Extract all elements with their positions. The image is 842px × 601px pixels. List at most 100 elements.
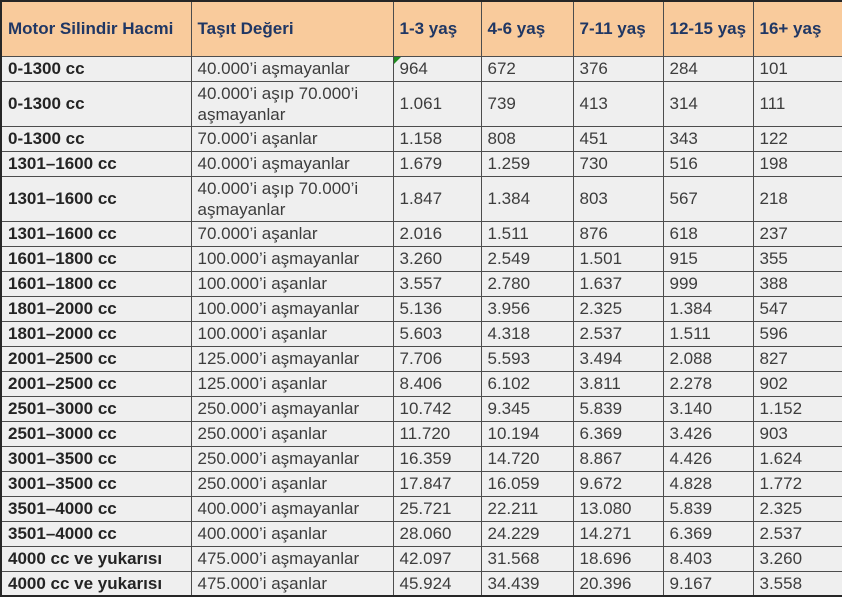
amount-cell: 1.061: [392, 80, 482, 127]
amount-cell: 6.102: [480, 370, 574, 397]
amount-cell: 451: [572, 125, 664, 152]
amount-cell: 1.501: [572, 245, 664, 272]
vehicle-value-cell: 400.000’i aşanlar: [190, 520, 394, 547]
vehicle-value-cell: 475.000’i aşmayanlar: [190, 545, 394, 572]
table-row: 3501–4000 cc 400.000’i aşanlar 28.060 24…: [0, 520, 842, 547]
amount-cell: 14.271: [572, 520, 664, 547]
column-header-age-12-15: 12-15 yaş: [662, 0, 754, 57]
table-row: 1601–1800 cc 100.000’i aşmayanlar 3.260 …: [0, 245, 842, 272]
amount-cell: 413: [572, 80, 664, 127]
amount-cell: 1.152: [752, 395, 842, 422]
amount-cell: 1.847: [392, 175, 482, 222]
amount-cell: 803: [572, 175, 664, 222]
amount-cell: 903: [752, 420, 842, 447]
vehicle-value-cell: 100.000’i aşanlar: [190, 320, 394, 347]
amount-cell: 16.059: [480, 470, 574, 497]
vehicle-value-cell: 250.000’i aşanlar: [190, 420, 394, 447]
amount-cell: 4.828: [662, 470, 754, 497]
engine-volume-cell: 0-1300 cc: [0, 55, 192, 82]
amount-cell: 999: [662, 270, 754, 297]
amount-cell: 314: [662, 80, 754, 127]
engine-volume-cell: 4000 cc ve yukarısı: [0, 545, 192, 572]
amount-cell: 596: [752, 320, 842, 347]
table-row: 3501–4000 cc 400.000’i aşmayanlar 25.721…: [0, 495, 842, 522]
amount-cell: 14.720: [480, 445, 574, 472]
vehicle-value-cell: 40.000’i aşmayanlar: [190, 150, 394, 177]
vehicle-value-cell: 40.000’i aşıp 70.000’i aşmayanlar: [190, 175, 394, 222]
amount-cell: 3.557: [392, 270, 482, 297]
amount-cell: 11.720: [392, 420, 482, 447]
engine-volume-cell: 1301–1600 cc: [0, 220, 192, 247]
table-row: 4000 cc ve yukarısı 475.000’i aşanlar 45…: [0, 570, 842, 597]
amount-cell: 567: [662, 175, 754, 222]
amount-cell: 122: [752, 125, 842, 152]
table-row: 2501–3000 cc 250.000’i aşanlar 11.720 10…: [0, 420, 842, 447]
table-row: 1301–1600 cc 40.000’i aşmayanlar 1.679 1…: [0, 150, 842, 177]
table-row: 2501–3000 cc 250.000’i aşmayanlar 10.742…: [0, 395, 842, 422]
engine-volume-cell: 1301–1600 cc: [0, 150, 192, 177]
table-row: 2001–2500 cc 125.000’i aşanlar 8.406 6.1…: [0, 370, 842, 397]
amount-cell: 516: [662, 150, 754, 177]
amount-cell: 618: [662, 220, 754, 247]
vehicle-value-cell: 70.000’i aşanlar: [190, 220, 394, 247]
amount-cell: 42.097: [392, 545, 482, 572]
vehicle-value-cell: 400.000’i aşmayanlar: [190, 495, 394, 522]
engine-volume-cell: 1301–1600 cc: [0, 175, 192, 222]
amount-cell: 2.549: [480, 245, 574, 272]
amount-cell: 2.016: [392, 220, 482, 247]
engine-volume-cell: 1601–1800 cc: [0, 245, 192, 272]
amount-cell: 31.568: [480, 545, 574, 572]
amount-cell: 6.369: [662, 520, 754, 547]
amount-cell: 2.088: [662, 345, 754, 372]
column-header-age-1-3: 1-3 yaş: [392, 0, 482, 57]
amount-cell: 1.624: [752, 445, 842, 472]
table-row: 3001–3500 cc 250.000’i aşmayanlar 16.359…: [0, 445, 842, 472]
amount-cell: 5.603: [392, 320, 482, 347]
amount-cell: 237: [752, 220, 842, 247]
amount-cell: 8.406: [392, 370, 482, 397]
vehicle-value-cell: 100.000’i aşmayanlar: [190, 295, 394, 322]
engine-volume-cell: 3001–3500 cc: [0, 470, 192, 497]
amount-cell: 25.721: [392, 495, 482, 522]
amount-cell: 1.384: [662, 295, 754, 322]
amount-cell: 2.325: [572, 295, 664, 322]
vehicle-value-cell: 250.000’i aşmayanlar: [190, 395, 394, 422]
amount-cell: 3.811: [572, 370, 664, 397]
amount-cell: 827: [752, 345, 842, 372]
amount-cell: 343: [662, 125, 754, 152]
amount-cell: 34.439: [480, 570, 574, 597]
amount-cell: 5.839: [572, 395, 664, 422]
vehicle-value-cell: 100.000’i aşanlar: [190, 270, 394, 297]
amount-cell: 2.278: [662, 370, 754, 397]
amount-cell: 547: [752, 295, 842, 322]
amount-cell: 1.511: [662, 320, 754, 347]
amount-cell: 218: [752, 175, 842, 222]
amount-cell: 1.772: [752, 470, 842, 497]
table-row: 1801–2000 cc 100.000’i aşanlar 5.603 4.3…: [0, 320, 842, 347]
column-header-age-4-6: 4-6 yaş: [480, 0, 574, 57]
amount-cell: 3.426: [662, 420, 754, 447]
excel-error-indicator-icon: [394, 57, 401, 64]
header-row: Motor Silindir Hacmi Taşıt Değeri 1-3 ya…: [0, 0, 842, 57]
amount-cell: 20.396: [572, 570, 664, 597]
table-row: 3001–3500 cc 250.000’i aşanlar 17.847 16…: [0, 470, 842, 497]
column-header-vehicle-value: Taşıt Değeri: [190, 0, 394, 57]
amount-cell: 284: [662, 55, 754, 82]
amount-cell: 10.194: [480, 420, 574, 447]
amount-cell: 2.780: [480, 270, 574, 297]
amount-cell: 1.158: [392, 125, 482, 152]
table-body: 0-1300 cc 40.000’i aşmayanlar 964 672 37…: [0, 55, 842, 597]
amount-cell: 9.167: [662, 570, 754, 597]
vehicle-value-cell: 40.000’i aşıp 70.000’i aşmayanlar: [190, 80, 394, 127]
amount-cell: 3.558: [752, 570, 842, 597]
amount-cell: 739: [480, 80, 574, 127]
amount-cell: 28.060: [392, 520, 482, 547]
amount-cell: 876: [572, 220, 664, 247]
amount-cell: 388: [752, 270, 842, 297]
engine-volume-cell: 3501–4000 cc: [0, 520, 192, 547]
vehicle-value-cell: 250.000’i aşmayanlar: [190, 445, 394, 472]
amount-cell: 9.345: [480, 395, 574, 422]
amount-cell: 3.494: [572, 345, 664, 372]
engine-volume-cell: 2501–3000 cc: [0, 395, 192, 422]
amount-cell: 8.403: [662, 545, 754, 572]
